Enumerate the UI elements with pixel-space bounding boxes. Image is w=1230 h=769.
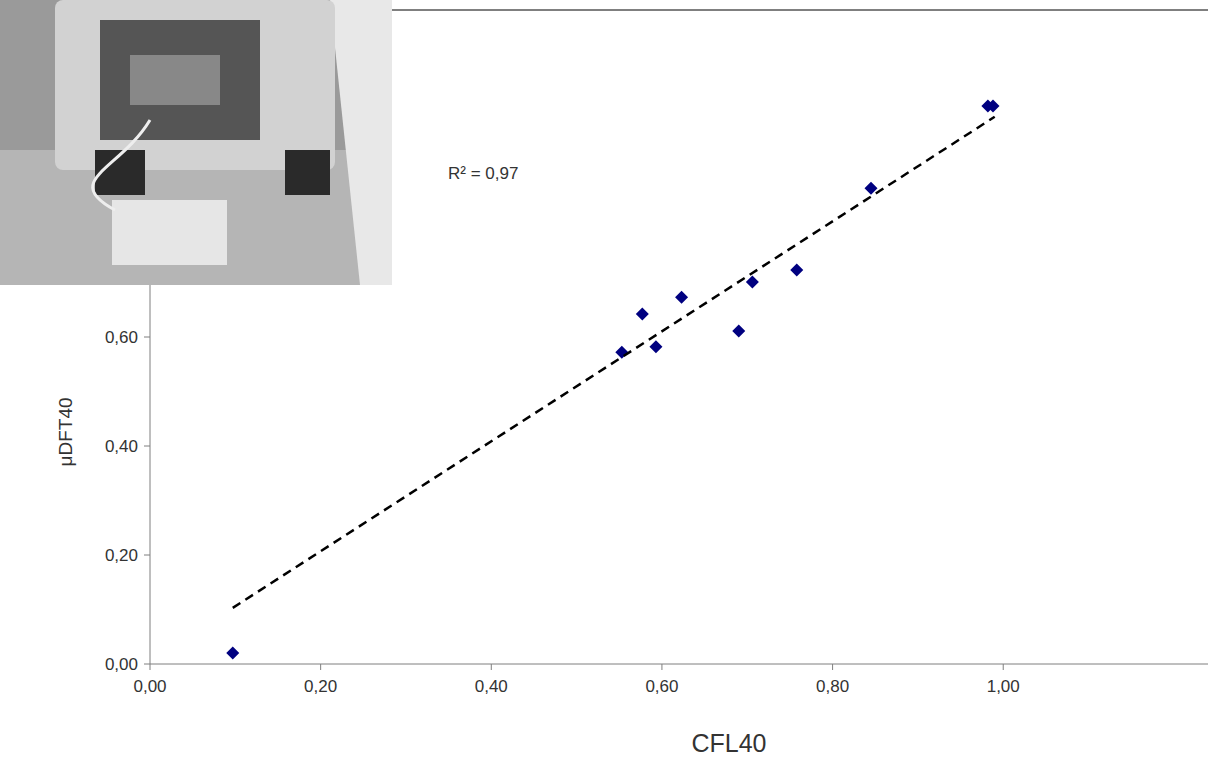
point (790, 263, 803, 276)
photo-van (55, 0, 335, 170)
x-tick-label: 0,00 (133, 677, 166, 696)
point (615, 346, 628, 359)
photo-inset (0, 0, 392, 285)
point (226, 647, 239, 660)
point (636, 308, 649, 321)
x-tick (150, 664, 151, 670)
y-tick-label: 0,40 (105, 437, 138, 456)
chart: 0,00 0,20 0,40 0,60 0,80 1,00 0,00 0,20 0,40 0,60… (0, 0, 1230, 769)
photo-rail (330, 0, 392, 285)
photo-cable (93, 120, 150, 210)
y-tick (144, 446, 150, 447)
y-tick-label: 0,20 (105, 546, 138, 565)
photo-equipment (130, 55, 220, 105)
x-tick-label: 0,40 (475, 677, 508, 696)
x-tick-label: 0,20 (304, 677, 337, 696)
x-axis-title: CFL40 (691, 729, 766, 757)
x-tick (832, 664, 833, 670)
x-tick (320, 664, 321, 670)
x-tick-label: 1,00 (987, 677, 1020, 696)
x-tick-label: 0,80 (816, 677, 849, 696)
x-tick (661, 664, 662, 670)
y-tick-label: 0,60 (105, 328, 138, 347)
r-squared: R² = 0,97 (448, 164, 518, 183)
y-tick-label: 0,00 (105, 655, 138, 674)
y-tick (144, 555, 150, 556)
y-tick (144, 664, 150, 665)
point (649, 340, 662, 353)
photo-van-door (100, 20, 260, 140)
x-tick (1003, 664, 1004, 670)
point (746, 275, 759, 288)
y-axis-title: μDFT40 (55, 397, 76, 466)
point (675, 291, 688, 304)
x-axis (150, 664, 1208, 665)
photo-road (0, 150, 392, 285)
point (986, 99, 999, 112)
x-tick-label: 0,60 (645, 677, 678, 696)
photo-bg (0, 0, 392, 285)
photo-wheel (285, 150, 330, 195)
x-tick (491, 664, 492, 670)
photo-device (112, 200, 227, 265)
point (732, 325, 745, 338)
y-tick (144, 337, 150, 338)
